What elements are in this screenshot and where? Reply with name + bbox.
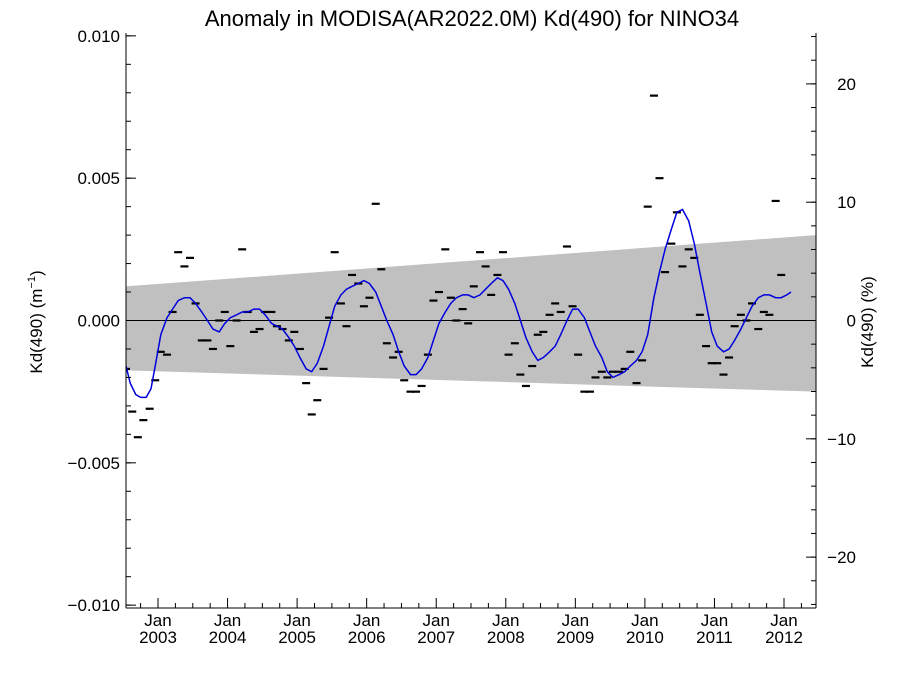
y-left-tick-label: 0.005 <box>77 169 120 188</box>
x-tick-year-label: 2005 <box>278 628 316 647</box>
y-axis-left-label-superscript: −1 <box>26 276 38 289</box>
axes: 0.0100.0050.000−0.005−0.01020100−10−20Ja… <box>68 27 856 647</box>
x-tick-month-label: Jan <box>353 611 380 630</box>
x-tick-month-label: Jan <box>423 611 450 630</box>
x-tick-month-label: Jan <box>214 611 241 630</box>
y-right-tick-label: 10 <box>837 193 856 212</box>
x-tick-month-label: Jan <box>701 611 728 630</box>
x-tick-year-label: 2010 <box>626 628 664 647</box>
x-tick-month-label: Jan <box>631 611 658 630</box>
x-tick-year-label: 2004 <box>209 628 247 647</box>
x-tick-year-label: 2003 <box>139 628 177 647</box>
y-left-tick-label: 0.000 <box>77 312 120 331</box>
y-right-tick-label: 0 <box>847 312 856 331</box>
x-tick-month-label: Jan <box>492 611 519 630</box>
x-tick-year-label: 2011 <box>696 628 733 647</box>
x-tick-year-label: 2009 <box>556 628 594 647</box>
y-right-tick-label: 20 <box>837 75 856 94</box>
y-left-tick-label: −0.005 <box>68 454 120 473</box>
y-axis-right-label: Kd(490) (%) <box>858 276 877 368</box>
y-axis-left-label-close: ) <box>27 270 46 276</box>
x-tick-year-label: 2007 <box>417 628 455 647</box>
x-tick-year-label: 2012 <box>765 628 803 647</box>
chart-title: Anomaly in MODISA(AR2022.0M) Kd(490) for… <box>205 6 739 31</box>
y-right-tick-label: −20 <box>827 548 856 567</box>
x-tick-month-label: Jan <box>770 611 797 630</box>
y-axis-left-label-main: Kd(490) (m <box>27 289 46 374</box>
x-tick-month-label: Jan <box>562 611 589 630</box>
y-right-tick-label: −10 <box>827 430 856 449</box>
x-tick-month-label: Jan <box>283 611 310 630</box>
plot-area <box>126 94 816 439</box>
y-left-tick-label: 0.010 <box>77 27 120 46</box>
x-tick-year-label: 2008 <box>487 628 525 647</box>
y-left-tick-label: −0.010 <box>68 596 120 615</box>
uncertainty-band <box>126 235 816 392</box>
y-axis-left-label: Kd(490) (m−1) <box>26 270 46 373</box>
x-tick-month-label: Jan <box>144 611 171 630</box>
smoothed-line <box>126 208 792 399</box>
x-tick-year-label: 2006 <box>348 628 386 647</box>
